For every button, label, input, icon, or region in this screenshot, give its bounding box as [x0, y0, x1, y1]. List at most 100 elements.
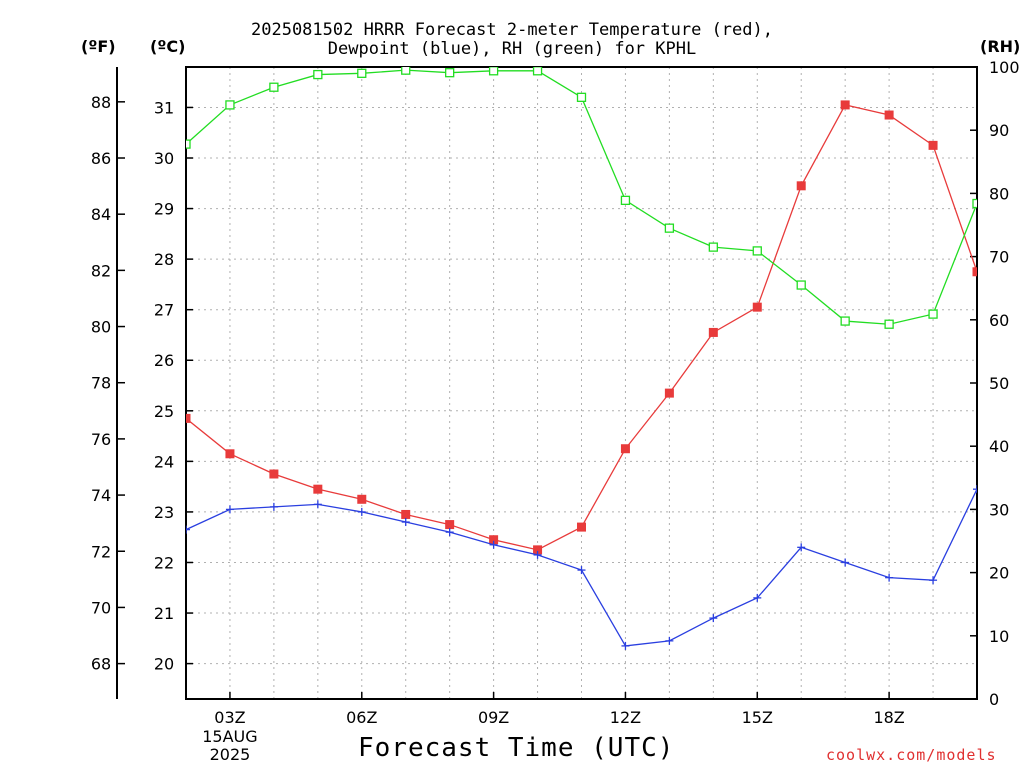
- x-tick-label: 09Z: [478, 708, 509, 727]
- dewpoint-series: [186, 485, 977, 650]
- rh-tick-label: 70: [989, 248, 1009, 267]
- rh-point: [401, 67, 411, 75]
- x-tick-label: 18Z: [873, 708, 904, 727]
- fahrenheit-tick-label: 88: [91, 93, 111, 112]
- fahrenheit-tick-label: 78: [91, 374, 111, 393]
- chart-title-line-1: 2025081502 HRRR Forecast 2-meter Tempera…: [251, 20, 773, 40]
- credit-link[interactable]: coolwx.com/models: [826, 746, 997, 764]
- temperature-point: [620, 444, 630, 454]
- celsius-tick-label: 29: [154, 200, 174, 219]
- temperature-point: [752, 302, 762, 312]
- dewpoint-point: [489, 540, 498, 549]
- temperature-point: [225, 449, 235, 459]
- dewpoint-point: [665, 636, 674, 645]
- temperature-point: [269, 469, 279, 479]
- fahrenheit-unit-label: (ºF): [81, 37, 116, 56]
- plot-frame: [185, 66, 978, 700]
- temperature-point: [664, 388, 674, 398]
- fahrenheit-tick-label: 72: [91, 542, 111, 561]
- fahrenheit-tick-label: 70: [91, 598, 111, 617]
- rh-point: [664, 223, 675, 233]
- rh-point: [576, 92, 587, 102]
- celsius-tick-label: 28: [154, 250, 174, 269]
- dewpoint-point: [753, 593, 762, 602]
- rh-point: [708, 242, 718, 252]
- rh-point: [972, 198, 977, 209]
- temperature-point: [445, 520, 455, 530]
- celsius-tick-label: 31: [154, 98, 174, 117]
- temperature-point: [884, 110, 894, 120]
- fahrenheit-tick-label: 68: [91, 655, 111, 674]
- fahrenheit-tick-label: 84: [91, 205, 111, 224]
- x-tick-year-label: 2025: [210, 745, 251, 764]
- rh-point: [796, 280, 806, 290]
- rh-point: [884, 319, 894, 329]
- chart-title-line-2: Dewpoint (blue), RH (green) for KPHL: [327, 39, 697, 59]
- temperature-point: [401, 509, 411, 519]
- temperature-point: [796, 181, 806, 191]
- celsius-tick-label: 24: [154, 452, 174, 471]
- celsius-tick-label: 23: [154, 503, 174, 522]
- rh-tick-label: 60: [989, 311, 1009, 330]
- rh-tick-label: 50: [989, 374, 1009, 393]
- rh-point: [269, 82, 279, 92]
- temperature-point: [708, 327, 718, 337]
- dewpoint-point: [841, 558, 850, 567]
- celsius-tick-label: 22: [154, 553, 174, 572]
- rh-tick-label: 40: [989, 437, 1009, 456]
- celsius-tick-label: 30: [154, 149, 174, 168]
- temperature-point: [577, 522, 586, 532]
- rh-tick-label: 100: [989, 58, 1020, 77]
- rh-point: [928, 309, 938, 319]
- rh-tick-label: 90: [989, 121, 1009, 140]
- rh-point: [357, 68, 367, 78]
- rh-unit-label: (RH): [980, 37, 1021, 56]
- rh-tick-label: 80: [989, 184, 1009, 203]
- x-tick-label: 06Z: [346, 708, 377, 727]
- celsius-tick-label: 27: [154, 301, 174, 320]
- dewpoint-point: [401, 518, 410, 527]
- rh-point: [225, 100, 235, 110]
- temperature-point: [313, 484, 323, 494]
- fahrenheit-tick-label: 80: [91, 318, 111, 337]
- temperature-line: [186, 104, 977, 551]
- fahrenheit-tick-label: 76: [91, 430, 111, 449]
- celsius-tick-label: 21: [154, 604, 174, 623]
- dewpoint-point: [621, 641, 630, 650]
- dewpoint-point: [973, 485, 977, 494]
- dewpoint-point: [445, 528, 454, 537]
- dewpoint-point: [885, 573, 894, 582]
- rh-tick-label: 30: [989, 500, 1009, 519]
- fahrenheit-tick-label: 82: [91, 261, 111, 280]
- rh-point: [532, 67, 543, 76]
- rh-point: [752, 246, 762, 256]
- x-axis-title: Forecast Time (UTC): [358, 733, 675, 763]
- x-tick-label: 03Z: [214, 708, 245, 727]
- dewpoint-point: [313, 500, 322, 509]
- temperature-point: [357, 494, 367, 504]
- fahrenheit-tick-label: 74: [91, 486, 111, 505]
- rh-point: [620, 195, 631, 206]
- x-tick-label: 12Z: [610, 708, 641, 727]
- temperature-point: [840, 100, 850, 110]
- rh-point: [313, 69, 323, 80]
- temperature-point: [186, 413, 191, 423]
- x-tick-label: 15Z: [742, 708, 773, 727]
- rh-point: [445, 68, 455, 78]
- x-tick-date-label: 15AUG: [202, 727, 257, 746]
- dewpoint-point: [709, 614, 718, 623]
- dewpoint-point: [577, 566, 586, 575]
- dewpoint-point: [269, 502, 278, 511]
- rh-tick-label: 20: [989, 564, 1009, 583]
- celsius-unit-label: (ºC): [150, 37, 186, 56]
- dewpoint-point: [357, 507, 366, 516]
- rh-tick-label: 10: [989, 627, 1009, 646]
- celsius-tick-label: 26: [154, 351, 174, 370]
- celsius-tick-label: 25: [154, 402, 174, 421]
- rh-series: [186, 67, 977, 329]
- temperature-series: [186, 100, 977, 555]
- dewpoint-point: [797, 543, 806, 552]
- rh-tick-label: 0: [989, 690, 999, 709]
- rh-point: [186, 139, 191, 149]
